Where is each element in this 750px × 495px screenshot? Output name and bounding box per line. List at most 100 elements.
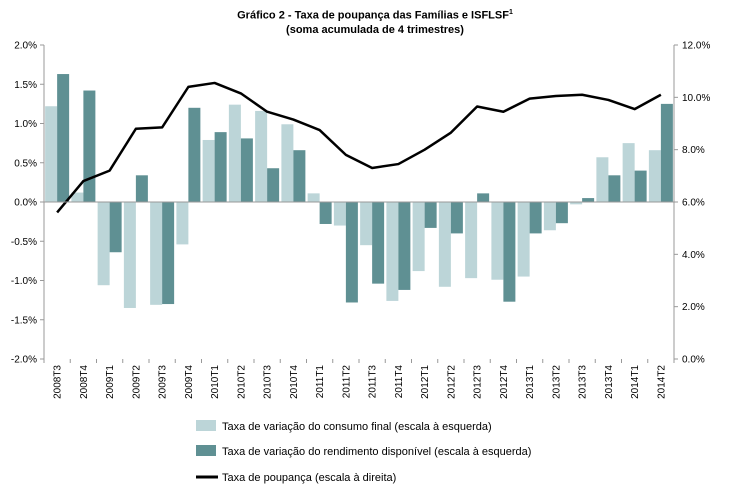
bar-rendimento-2008T3 <box>57 74 70 202</box>
bar-rendimento-2011T1 <box>319 202 332 224</box>
x-tick-label: 2012T1 <box>420 365 431 399</box>
bar-rendimento-2012T1 <box>424 202 437 228</box>
bar-rendimento-2009T1 <box>109 202 122 253</box>
left-tick-label: 1.0% <box>14 119 37 130</box>
bar-rendimento-2011T2 <box>345 202 358 303</box>
right-tick-label: 6.0% <box>682 198 705 209</box>
x-tick-label: 2010T4 <box>289 365 300 399</box>
bar-rendimento-2013T1 <box>529 202 542 234</box>
legend: Taxa de variação do consumo final (escal… <box>196 420 531 484</box>
bar-rendimento-2011T4 <box>398 202 411 290</box>
right-tick-label: 0.0% <box>682 355 705 366</box>
bar-rendimento-2010T4 <box>293 150 306 202</box>
right-tick-label: 2.0% <box>682 302 705 313</box>
bar-consumo-2013T3 <box>570 202 583 205</box>
legend-label-2: Taxa de poupança (escala à direita) <box>222 472 396 484</box>
bar-consumo-2010T4 <box>281 124 294 202</box>
bar-rendimento-2010T1 <box>214 132 227 202</box>
right-tick-label: 4.0% <box>682 250 705 261</box>
bar-consumo-2011T3 <box>360 202 373 246</box>
x-tick-label: 2013T1 <box>525 365 536 399</box>
bar-consumo-2012T3 <box>465 202 478 279</box>
bar-rendimento-2012T2 <box>450 202 463 234</box>
bar-consumo-2014T1 <box>622 143 635 203</box>
bar-consumo-2013T2 <box>543 202 556 231</box>
left-tick-label: 0.5% <box>14 158 37 169</box>
x-tick-label: 2009T4 <box>184 365 195 399</box>
x-tick-label: 2010T2 <box>236 365 247 399</box>
bar-consumo-2009T3 <box>150 202 163 305</box>
bar-consumo-2012T1 <box>412 202 425 272</box>
x-tick-label: 2008T4 <box>79 365 90 399</box>
x-tick-label: 2012T3 <box>473 365 484 399</box>
left-tick-label: 1.5% <box>14 80 37 91</box>
bar-rendimento-2012T4 <box>503 202 516 302</box>
chart-title-block: Gráfico 2 - Taxa de poupança das Família… <box>0 6 750 37</box>
legend-label-0: Taxa de variação do consumo final (escal… <box>222 421 492 433</box>
line-taxa-de-poupanca <box>56 81 662 214</box>
left-tick-label: -2.0% <box>11 355 37 366</box>
bar-rendimento-2010T3 <box>267 168 280 202</box>
x-tick-label: 2014T1 <box>630 365 641 399</box>
bar-rendimento-2008T4 <box>83 90 96 202</box>
x-tick-label: 2013T2 <box>551 365 562 399</box>
bar-consumo-2012T2 <box>438 202 451 287</box>
x-tick-label: 2012T2 <box>446 365 457 399</box>
bar-rendimento-2013T2 <box>555 202 568 224</box>
bar-rendimento-2009T3 <box>162 202 175 305</box>
bar-rendimento-2014T2 <box>660 103 673 203</box>
left-tick-label: -1.5% <box>11 315 37 326</box>
line-layer <box>56 81 662 214</box>
bar-rendimento-2014T1 <box>634 170 647 202</box>
bar-consumo-2008T3 <box>45 106 58 202</box>
x-tick-label: 2011T3 <box>368 365 379 399</box>
bar-rendimento-2012T3 <box>477 193 490 202</box>
x-tick-label: 2011T1 <box>315 365 326 399</box>
bar-rendimento-2010T2 <box>240 138 253 202</box>
bar-rendimento-2011T3 <box>372 202 385 284</box>
x-tick-label: 2011T2 <box>341 365 352 399</box>
chart-subtitle: (soma acumulada de 4 trimestres) <box>286 23 464 36</box>
x-tick-label: 2009T1 <box>105 365 116 399</box>
left-tick-label: 0.0% <box>14 198 37 209</box>
bar-consumo-2011T1 <box>307 193 320 202</box>
left-tick-label: -1.0% <box>11 276 37 287</box>
bar-consumo-2011T2 <box>333 202 346 226</box>
x-tick-label: 2008T3 <box>53 365 64 399</box>
x-tick-label: 2014T2 <box>656 365 667 399</box>
bar-consumo-2010T3 <box>255 110 268 202</box>
bar-consumo-2012T4 <box>491 202 504 280</box>
x-tick-label: 2013T4 <box>604 365 615 399</box>
bar-rendimento-2013T3 <box>582 198 595 202</box>
bar-consumo-2013T1 <box>517 202 530 277</box>
x-tick-label: 2011T4 <box>394 365 405 399</box>
legend-label-1: Taxa de variação do rendimento disponíve… <box>222 446 531 458</box>
bar-consumo-2010T1 <box>202 139 215 202</box>
left-tick-label: 2.0% <box>14 41 37 52</box>
axes-group: 2.0% 1.5% 1.0% 0.5% 0.0% -0.5% -1.0% -1.5% -2.0%… <box>11 41 711 399</box>
bar-consumo-2009T2 <box>123 202 136 308</box>
bar-consumo-2011T4 <box>386 202 399 301</box>
bar-consumo-2009T4 <box>176 202 189 245</box>
x-tick-label: 2012T4 <box>499 365 510 399</box>
bars-group <box>45 74 673 308</box>
chart-title-text: Gráfico 2 - Taxa de poupança das Família… <box>237 9 509 22</box>
bar-rendimento-2009T2 <box>135 175 148 202</box>
bar-consumo-2009T1 <box>97 202 110 286</box>
x-tick-label: 2009T3 <box>158 365 169 399</box>
bar-consumo-2014T2 <box>648 150 661 202</box>
x-tick-label: 2010T3 <box>263 365 274 399</box>
chart-title: Gráfico 2 - Taxa de poupança das Família… <box>0 6 750 23</box>
right-tick-label: 8.0% <box>682 145 705 156</box>
bar-rendimento-2009T4 <box>188 107 201 202</box>
left-tick-label: -0.5% <box>11 237 37 248</box>
bar-consumo-2008T4 <box>71 192 84 202</box>
right-tick-label: 12.0% <box>682 41 710 52</box>
legend-swatch-1 <box>196 445 216 456</box>
x-tick-label: 2010T1 <box>210 365 221 399</box>
x-tick-label: 2013T3 <box>578 365 589 399</box>
right-tick-label: 10.0% <box>682 93 710 104</box>
bar-consumo-2010T2 <box>228 104 241 202</box>
bar-rendimento-2013T4 <box>608 175 621 202</box>
